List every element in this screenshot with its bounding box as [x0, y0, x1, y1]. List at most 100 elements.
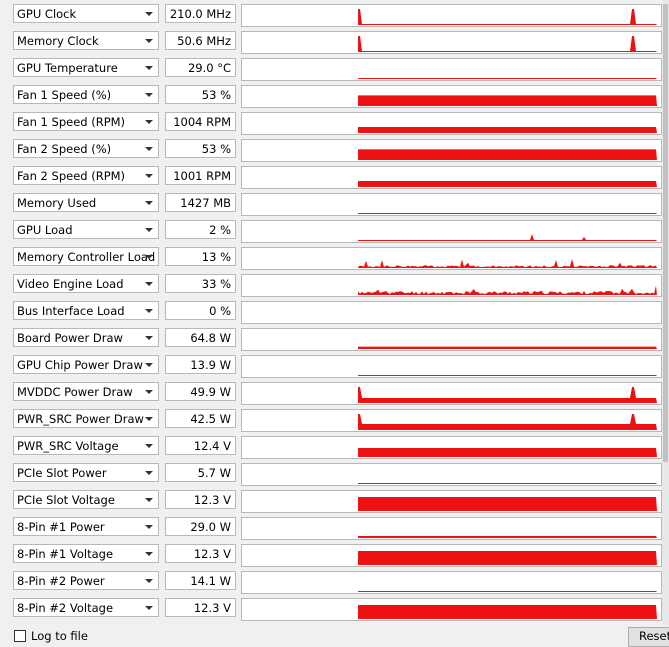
- sensor-name-dropdown[interactable]: GPU Chip Power Draw: [13, 355, 159, 374]
- sensor-graph-plot: [358, 149, 657, 160]
- sensor-name-dropdown[interactable]: GPU Clock: [13, 4, 159, 23]
- sensor-graph-fill: [358, 536, 657, 538]
- sensor-row: 8-Pin #1 Power 29.0 W: [0, 513, 662, 540]
- log-to-file-checkbox[interactable]: [14, 630, 26, 642]
- sensor-name-dropdown[interactable]: Fan 2 Speed (RPM): [13, 166, 159, 185]
- dropdown-arrow-icon[interactable]: [145, 498, 153, 502]
- sensor-value-box: 64.8 W: [165, 328, 236, 347]
- dropdown-arrow-icon[interactable]: [145, 228, 153, 232]
- sensor-name-dropdown[interactable]: 8-Pin #1 Voltage: [13, 544, 159, 563]
- sensor-graph: [241, 274, 662, 297]
- sensor-graph-fill: [358, 414, 657, 430]
- sensor-name-label: GPU Temperature: [17, 61, 118, 75]
- sensor-graph-fill: [358, 551, 657, 565]
- sensor-row: Fan 2 Speed (%) 53 %: [0, 135, 662, 162]
- dropdown-arrow-icon[interactable]: [145, 525, 153, 529]
- sensor-name-label: PWR_SRC Power Draw: [17, 412, 144, 426]
- dropdown-arrow-icon[interactable]: [145, 282, 153, 286]
- sensor-name-label: 8-Pin #1 Power: [17, 520, 105, 534]
- sensor-graph-plot: [358, 483, 657, 484]
- sensor-graph-fill: [358, 483, 657, 484]
- sensor-value: 2 %: [209, 223, 231, 237]
- sensor-name-label: PCIe Slot Power: [17, 466, 107, 480]
- sensor-graph-fill: [358, 285, 657, 295]
- sensor-graph-fill: [358, 387, 657, 403]
- sensor-graph: [241, 598, 662, 621]
- sensor-name-dropdown[interactable]: Fan 2 Speed (%): [13, 139, 159, 158]
- sensor-name-dropdown[interactable]: Memory Controller Load: [13, 247, 159, 266]
- dropdown-arrow-icon[interactable]: [145, 174, 153, 178]
- sensor-name-label: 8-Pin #1 Voltage: [17, 547, 114, 561]
- sensor-graph-fill: [358, 213, 657, 214]
- sensor-row: PWR_SRC Power Draw 42.5 W: [0, 405, 662, 432]
- sensor-name-dropdown[interactable]: PWR_SRC Power Draw: [13, 409, 159, 428]
- sensor-name-dropdown[interactable]: PWR_SRC Voltage: [13, 436, 159, 455]
- sensor-graph: [241, 247, 662, 270]
- sensor-name-label: Memory Used: [17, 196, 97, 210]
- sensor-name-dropdown[interactable]: 8-Pin #2 Power: [13, 571, 159, 590]
- sensor-value-box: 5.7 W: [165, 463, 236, 482]
- dropdown-arrow-icon[interactable]: [145, 444, 153, 448]
- vertical-scrollbar[interactable]: [662, 0, 669, 625]
- sensor-name-dropdown[interactable]: Fan 1 Speed (%): [13, 85, 159, 104]
- sensor-name-dropdown[interactable]: Video Engine Load: [13, 274, 159, 293]
- sensor-graph-plot: [358, 605, 657, 619]
- sensor-value: 12.3 V: [193, 601, 231, 615]
- sensor-value-box: 12.3 V: [165, 598, 236, 617]
- sensor-graph-plot: [358, 36, 657, 52]
- sensor-value: 12.4 V: [193, 439, 231, 453]
- sensor-graph-fill: [358, 234, 657, 241]
- dropdown-arrow-icon[interactable]: [145, 336, 153, 340]
- sensor-name-dropdown[interactable]: GPU Load: [13, 220, 159, 239]
- sensor-graph-fill: [358, 181, 657, 187]
- sensor-name-label: Memory Controller Load: [17, 250, 156, 264]
- dropdown-arrow-icon[interactable]: [145, 309, 153, 313]
- sensor-name-dropdown[interactable]: PCIe Slot Power: [13, 463, 159, 482]
- dropdown-arrow-icon[interactable]: [145, 255, 153, 259]
- dropdown-arrow-icon[interactable]: [145, 579, 153, 583]
- sensor-graph: [241, 220, 662, 243]
- sensor-row: MVDDC Power Draw 49.9 W: [0, 378, 662, 405]
- dropdown-arrow-icon[interactable]: [145, 12, 153, 16]
- sensor-value-box: 29.0 W: [165, 517, 236, 536]
- dropdown-arrow-icon[interactable]: [145, 147, 153, 151]
- reset-button[interactable]: Reset: [628, 627, 669, 647]
- dropdown-arrow-icon[interactable]: [145, 390, 153, 394]
- dropdown-arrow-icon[interactable]: [145, 606, 153, 610]
- sensor-value: 53 %: [201, 142, 231, 156]
- sensor-row: Video Engine Load 33 %: [0, 270, 662, 297]
- sensor-name-dropdown[interactable]: Board Power Draw: [13, 328, 159, 347]
- dropdown-arrow-icon[interactable]: [145, 93, 153, 97]
- sensor-name-dropdown[interactable]: Fan 1 Speed (RPM): [13, 112, 159, 131]
- sensor-row: Fan 1 Speed (%) 53 %: [0, 81, 662, 108]
- sensor-name-dropdown[interactable]: GPU Temperature: [13, 58, 159, 77]
- sensor-graph: [241, 193, 662, 216]
- sensor-row: Memory Clock 50.6 MHz: [0, 27, 662, 54]
- sensor-graph-plot: [358, 78, 657, 79]
- dropdown-arrow-icon[interactable]: [145, 201, 153, 205]
- sensor-graph-plot: [358, 551, 657, 565]
- dropdown-arrow-icon[interactable]: [145, 120, 153, 124]
- sensor-name-dropdown[interactable]: Memory Used: [13, 193, 159, 212]
- sensor-name-dropdown[interactable]: 8-Pin #2 Voltage: [13, 598, 159, 617]
- dropdown-arrow-icon[interactable]: [145, 66, 153, 70]
- sensor-name-label: Fan 1 Speed (%): [17, 88, 112, 102]
- sensor-name-dropdown[interactable]: Memory Clock: [13, 31, 159, 50]
- sensor-value-box: 49.9 W: [165, 382, 236, 401]
- dropdown-arrow-icon[interactable]: [145, 552, 153, 556]
- dropdown-arrow-icon[interactable]: [145, 471, 153, 475]
- sensor-name-label: Memory Clock: [17, 34, 99, 48]
- sensor-name-dropdown[interactable]: 8-Pin #1 Power: [13, 517, 159, 536]
- sensor-name-dropdown[interactable]: Bus Interface Load: [13, 301, 159, 320]
- sensor-graph-fill: [358, 95, 657, 106]
- dropdown-arrow-icon[interactable]: [145, 363, 153, 367]
- sensor-value: 210.0 MHz: [169, 7, 231, 21]
- sensor-name-dropdown[interactable]: MVDDC Power Draw: [13, 382, 159, 401]
- sensor-row: PCIe Slot Power 5.7 W: [0, 459, 662, 486]
- sensor-graph: [241, 31, 662, 54]
- sensor-name-dropdown[interactable]: PCIe Slot Voltage: [13, 490, 159, 509]
- sensor-value: 1004 RPM: [173, 115, 231, 129]
- dropdown-arrow-icon[interactable]: [145, 417, 153, 421]
- dropdown-arrow-icon[interactable]: [145, 39, 153, 43]
- scrollbar-thumb[interactable]: [663, 4, 668, 462]
